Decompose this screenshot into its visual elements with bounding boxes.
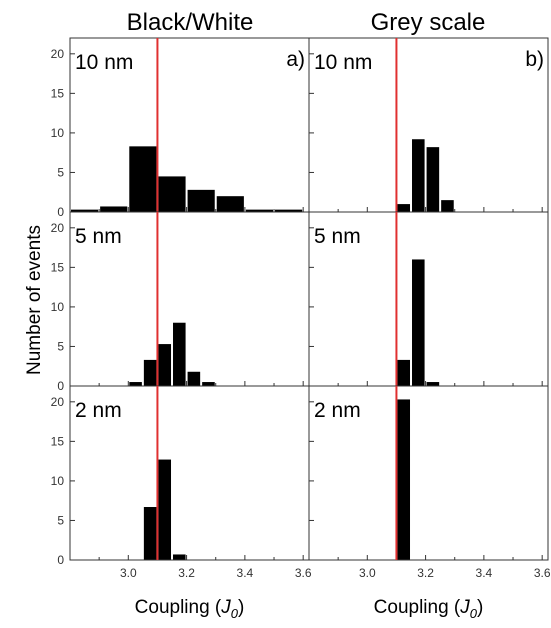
x-axis-label-symbol: J bbox=[220, 597, 231, 618]
histogram-bar bbox=[202, 382, 215, 386]
y-tick-label: 0 bbox=[57, 553, 64, 567]
y-tick-label: 15 bbox=[51, 86, 65, 100]
x-tick-label: 3.6 bbox=[534, 566, 551, 580]
size-label: 2 nm bbox=[75, 399, 122, 422]
histogram-bar bbox=[412, 139, 425, 212]
y-tick-label: 20 bbox=[51, 221, 65, 235]
x-axis-label-left: Coupling (J0) bbox=[135, 597, 245, 621]
histogram-bar bbox=[129, 382, 142, 386]
y-tick-label: 0 bbox=[57, 205, 64, 219]
size-label: 2 nm bbox=[314, 399, 361, 422]
x-axis-label-prefix: Coupling ( bbox=[374, 597, 461, 618]
x-tick-label: 3.4 bbox=[476, 566, 493, 580]
y-tick-label: 15 bbox=[51, 434, 65, 448]
x-axis-label-prefix: Coupling ( bbox=[135, 597, 222, 618]
histogram-bar bbox=[187, 371, 201, 386]
y-tick-label: 5 bbox=[57, 513, 64, 527]
y-tick-label: 0 bbox=[57, 379, 64, 393]
y-tick-label: 10 bbox=[51, 126, 65, 140]
panel-2-1: 3.0 3.2 3.4 3.6 2 nm bbox=[308, 385, 551, 580]
histogram-bar bbox=[158, 176, 186, 212]
size-label: 10 nm bbox=[75, 51, 133, 74]
y-tick-label: 5 bbox=[57, 165, 64, 179]
panel-label: a) bbox=[286, 48, 305, 71]
histogram-bar bbox=[71, 209, 99, 212]
x-axis-label-right: Coupling (J0) bbox=[374, 597, 484, 621]
histogram-bar bbox=[426, 147, 440, 212]
panel-1-1: 5 nm bbox=[308, 211, 549, 387]
size-label: 5 nm bbox=[75, 225, 122, 248]
panel-0-1: 10 nm b) bbox=[308, 37, 549, 213]
x-tick-label: 3.2 bbox=[417, 566, 434, 580]
histogram-bar bbox=[143, 507, 157, 560]
histogram-bar bbox=[173, 322, 186, 386]
size-label: 10 nm bbox=[314, 51, 372, 74]
x-axis-label-subscript: 0 bbox=[470, 606, 478, 621]
y-tick-label: 20 bbox=[51, 47, 65, 61]
histogram-bar bbox=[129, 146, 157, 212]
histogram-bar bbox=[275, 209, 303, 212]
x-tick-label: 3.2 bbox=[178, 566, 195, 580]
x-tick-label: 3.4 bbox=[237, 566, 254, 580]
column-title-right: Grey scale bbox=[371, 9, 486, 36]
y-tick-label: 15 bbox=[51, 260, 65, 274]
histogram-bar bbox=[187, 189, 215, 212]
panels-group: 0 5 10 15 20 10 nm a) 10 nm b) 0 5 10 15 20 5 nm 5 nm 0 5… bbox=[51, 37, 551, 580]
panel-label: b) bbox=[525, 48, 544, 71]
histogram-bar bbox=[100, 206, 128, 212]
histogram-bar bbox=[143, 359, 157, 386]
y-axis-label: Number of events bbox=[24, 225, 45, 375]
x-tick-label: 3.0 bbox=[120, 566, 137, 580]
panel-frame bbox=[308, 385, 549, 561]
histogram-bar bbox=[158, 459, 172, 560]
y-tick-label: 5 bbox=[57, 339, 64, 353]
panel-2-0: 0 5 10 15 20 3.0 3.2 3.4 3.6 2 nm bbox=[51, 385, 312, 580]
histogram-bar bbox=[216, 196, 244, 212]
x-tick-label: 3.6 bbox=[295, 566, 312, 580]
histogram-bar bbox=[412, 259, 425, 386]
y-tick-label: 10 bbox=[51, 474, 65, 488]
histogram-bar bbox=[397, 399, 411, 560]
histogram-bar bbox=[158, 344, 172, 386]
histogram-bar bbox=[441, 200, 454, 212]
column-title-left: Black/White bbox=[127, 9, 254, 36]
histogram-bar bbox=[245, 209, 274, 212]
x-tick-label: 3.0 bbox=[359, 566, 376, 580]
panel-0-0: 0 5 10 15 20 10 nm a) bbox=[51, 37, 310, 219]
x-axis-label-symbol: J bbox=[459, 597, 470, 618]
y-tick-label: 20 bbox=[51, 395, 65, 409]
panel-1-0: 0 5 10 15 20 5 nm bbox=[51, 211, 310, 393]
histogram-bar bbox=[426, 382, 440, 386]
histogram-bar bbox=[173, 554, 186, 560]
y-tick-label: 10 bbox=[51, 300, 65, 314]
histogram-bar bbox=[397, 359, 411, 386]
x-axis-label-subscript: 0 bbox=[231, 606, 239, 621]
x-axis-label-suffix: ) bbox=[477, 597, 483, 618]
x-axis-label-suffix: ) bbox=[238, 597, 244, 618]
size-label: 5 nm bbox=[314, 225, 361, 248]
histogram-bar bbox=[397, 204, 411, 212]
